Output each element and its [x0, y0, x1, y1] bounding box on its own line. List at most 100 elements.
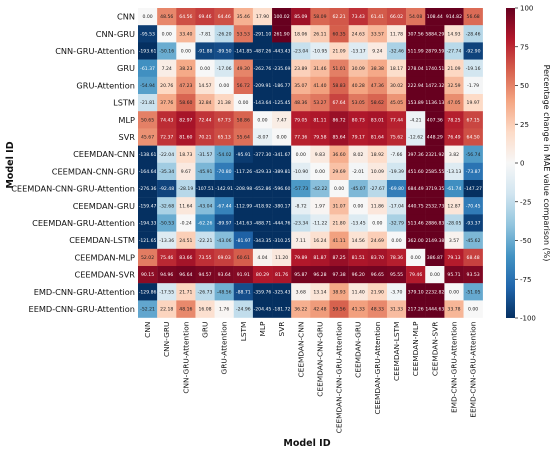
heatmap-cell: [463, 248, 483, 267]
cell-value-label: 48.56: [160, 14, 173, 20]
column-tick-label: GRU: [201, 322, 210, 338]
heatmap-cell: [444, 180, 464, 198]
heatmap-cell: [233, 8, 254, 26]
cell-value-label: 24.69: [371, 238, 384, 244]
heatmap-cell: [157, 214, 177, 232]
cell-value-label: -129.86: [139, 289, 157, 295]
heatmap-cell: [176, 25, 196, 43]
cell-value-label: 14.93: [447, 31, 460, 37]
heatmap-cell: [252, 300, 273, 318]
cell-value-label: -70.80: [217, 169, 232, 175]
cell-value-label: 1740.51: [425, 66, 444, 72]
cell-value-label: 26.11: [313, 31, 326, 37]
row-tick-label: MLP: [118, 115, 135, 125]
cell-value-label: -1.79: [467, 83, 479, 89]
cell-value-label: 97.38: [332, 272, 345, 278]
cell-value-label: 72.37: [160, 135, 173, 141]
heatmap-cell: [463, 162, 483, 181]
heatmap-cell: [463, 214, 483, 232]
column-tick-label: CNN-GRU-Attention: [181, 321, 190, 393]
y-axis-label: Model ID: [5, 141, 16, 188]
cell-value-label: 93.64: [218, 272, 231, 278]
heatmap-cell: [348, 145, 368, 163]
cell-value-label: 58.60: [179, 100, 192, 106]
heatmap-cell: [386, 25, 407, 43]
colorbar-ticks: -100 -75 -50 -25 0 25 50 75 100: [515, 5, 536, 323]
colorbar-tick-label: 0: [520, 160, 524, 168]
cell-value-label: -125.45: [273, 100, 291, 106]
cell-value-label: -70.45: [466, 203, 481, 209]
heatmap-cell: [272, 25, 292, 43]
heatmap-cell: [444, 214, 464, 232]
heatmap-cell: [233, 266, 254, 284]
heatmap-cell: [406, 145, 426, 163]
cell-value-label: 91.91: [237, 272, 250, 278]
heatmap-cell: [329, 214, 349, 232]
heatmap-cell: [348, 300, 368, 318]
heatmap-cell: [406, 248, 426, 267]
cell-value-label: -45.62: [466, 238, 481, 244]
cell-value-label: -377.30: [254, 152, 272, 158]
heatmap-cell: [329, 25, 349, 43]
cell-value-label: 53.05: [352, 100, 365, 106]
cell-value-label: -138.61: [139, 152, 157, 158]
cell-value-label: 64.50: [467, 135, 480, 141]
heatmap-cell: [367, 128, 388, 146]
cell-value-label: -28.46: [466, 31, 481, 37]
heatmap-cell: [425, 231, 445, 249]
heatmap-cell: [233, 25, 254, 43]
cell-value-label: -32.68: [159, 203, 174, 209]
heatmap-cell: [138, 231, 158, 249]
heatmap-cell: [272, 76, 292, 95]
heatmap-cell: [348, 111, 368, 129]
cell-value-label: 261.90: [274, 31, 290, 37]
heatmap-cell: [214, 25, 234, 43]
heatmap-cell: [252, 59, 273, 77]
cell-value-label: -81.97: [236, 238, 251, 244]
heatmap-cell: [425, 248, 445, 267]
row-tick-label: EMD-CNN-GRU-Attention: [34, 287, 135, 297]
heatmap-cell: [195, 300, 215, 318]
heatmap-cell: [138, 145, 158, 163]
heatmap-cell: [310, 42, 330, 60]
heatmap-cell: [329, 111, 349, 129]
heatmap-cell: [233, 180, 254, 198]
cell-value-label: -13.13: [447, 169, 462, 175]
heatmap-cell: [406, 214, 426, 232]
heatmap-cell: [157, 197, 177, 215]
heatmap-cell: [291, 128, 311, 146]
cell-value-label: -142.91: [215, 186, 233, 192]
cell-value-label: -194.33: [139, 221, 157, 227]
cell-value-label: -418.92: [254, 203, 272, 209]
heatmap-cell: [138, 59, 158, 77]
row-tick-label: CEEMDAN-MLP: [74, 252, 135, 262]
cell-value-label: 0.00: [449, 289, 459, 295]
cell-value-label: -43.04: [198, 203, 213, 209]
row-tick-label: CEEMDAN-CNN-GRU: [52, 166, 135, 176]
cell-value-label: -28.19: [178, 186, 193, 192]
heatmap-cell: [406, 266, 426, 284]
heatmap-cell: [444, 111, 464, 129]
cell-value-label: -7.66: [391, 152, 403, 158]
heatmap-cell: [138, 214, 158, 232]
heatmap-cell: [367, 214, 388, 232]
heatmap-cell: [444, 25, 464, 43]
heatmap-cell: [176, 94, 196, 112]
heatmap-cell: [348, 128, 368, 146]
heatmap-cell: [329, 266, 349, 284]
heatmap-cell: [138, 42, 158, 60]
heatmap-cell: [367, 162, 388, 181]
heatmap-cell: [157, 128, 177, 146]
cell-value-label: 24.51: [179, 238, 192, 244]
heatmap-cell: [425, 59, 445, 77]
cell-value-label: -69.80: [389, 186, 404, 192]
cell-value-label: 0.00: [296, 152, 306, 158]
heatmap-cell: [348, 76, 368, 95]
cell-value-label: -45.07: [351, 186, 366, 192]
column-tick-label: CEEMDAN-SVR: [430, 322, 439, 377]
heatmap-cell: [425, 111, 445, 129]
cell-value-label: 67.64: [332, 100, 345, 106]
heatmap-cell: [138, 111, 158, 129]
cell-value-label: 51.01: [332, 66, 345, 72]
heatmap-cell: [214, 180, 234, 198]
